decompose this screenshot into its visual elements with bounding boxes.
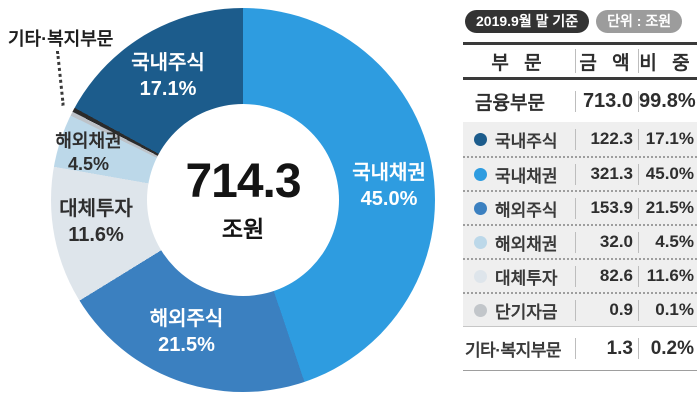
label-alt-investment: 대체투자 11.6% — [26, 196, 166, 248]
segment-name: 국내채권 — [352, 162, 426, 184]
donut-hole — [147, 104, 339, 296]
row-label: 기타·복지부문 — [465, 341, 562, 360]
series-bullet — [474, 269, 487, 283]
row-pct: 21.5% — [645, 198, 694, 217]
table-row-overseas-bond: 해외채권 32.0 4.5% — [463, 224, 697, 258]
date-badge: 2019.9월 말 기준 — [465, 10, 590, 33]
segment-name: 해외채권 — [55, 131, 122, 151]
column-divider — [638, 90, 639, 112]
column-divider — [575, 128, 576, 150]
table-row-financial-total: 금융부문 713.0 99.8% — [463, 80, 697, 122]
column-divider — [638, 338, 639, 359]
row-label: 국내채권 — [495, 166, 558, 186]
series-bullet — [474, 303, 487, 317]
row-amount: 0.9 — [609, 300, 633, 319]
callout-dotted-line — [56, 50, 65, 106]
total-unit: 조원 — [221, 216, 265, 242]
column-divider — [638, 265, 639, 287]
column-divider — [638, 163, 639, 185]
row-label: 금융부문 — [475, 92, 545, 114]
series-bullet — [474, 167, 487, 181]
row-amount: 122.3 — [590, 129, 633, 148]
column-divider — [638, 299, 639, 321]
label-other-welfare-callout: 기타·복지부문 — [8, 29, 114, 49]
row-pct: 0.2% — [650, 337, 694, 359]
row-label: 대체투자 — [495, 268, 558, 288]
row-pct: 17.1% — [645, 129, 694, 148]
column-divider — [575, 265, 576, 287]
column-divider — [575, 231, 576, 253]
row-pct: 45.0% — [645, 164, 694, 183]
row-amount: 153.9 — [590, 198, 633, 217]
row-label: 국내주식 — [495, 131, 558, 151]
table-header-row: 부 문 금 액 비 중 — [463, 42, 697, 80]
col-header-share: 비 중 — [639, 52, 695, 74]
row-pct: 11.6% — [646, 266, 694, 285]
table-row-alt-investment: 대체투자 82.6 11.6% — [463, 258, 697, 292]
table-row-domestic-bond: 국내채권 321.3 45.0% — [463, 156, 697, 190]
column-divider — [575, 90, 576, 112]
segment-name: 국내주식 — [131, 52, 205, 74]
row-label: 해외주식 — [495, 200, 558, 220]
label-domestic-bond: 국내채권 45.0% — [324, 160, 454, 212]
column-divider — [638, 128, 639, 150]
series-bullet — [474, 132, 487, 146]
asset-class-rows: 국내주식 122.3 17.1% 국내채권 321.3 45.0% 해외주식 1… — [463, 122, 697, 327]
row-pct: 4.5% — [655, 232, 694, 251]
table-row-short-term-funds: 단기자금 0.9 0.1% — [463, 292, 697, 326]
segment-name: 해외주식 — [149, 308, 224, 330]
unit-badge: 단위 : 조원 — [596, 10, 683, 33]
total-value: 714.3 — [185, 155, 301, 208]
summary-table: 2019.9월 말 기준 단위 : 조원 부 문 금 액 비 중 금융부문 71… — [463, 6, 697, 371]
row-label: 해외채권 — [495, 234, 558, 254]
label-overseas-bond: 해외채권 4.5% — [26, 130, 151, 177]
table-row-overseas-stock: 해외주식 153.9 21.5% — [463, 190, 697, 224]
segment-pct: 11.6% — [68, 224, 124, 246]
column-divider — [575, 163, 576, 185]
segment-pct: 17.1% — [139, 78, 197, 100]
label-domestic-stock: 국내주식 17.1% — [93, 50, 243, 102]
row-amount: 321.3 — [590, 164, 633, 183]
column-divider — [638, 49, 639, 73]
row-amount: 713.0 — [582, 89, 633, 112]
row-label: 단기자금 — [495, 302, 558, 322]
series-bullet — [474, 201, 487, 215]
column-divider — [575, 197, 576, 219]
column-divider — [575, 299, 576, 321]
segment-pct: 21.5% — [158, 334, 215, 356]
segment-pct: 45.0% — [360, 188, 418, 210]
column-divider — [638, 197, 639, 219]
col-header-amount: 금 액 — [579, 52, 635, 74]
column-divider — [638, 231, 639, 253]
row-pct: 99.8% — [639, 89, 696, 112]
row-amount: 82.6 — [599, 266, 633, 285]
row-amount: 32.0 — [599, 232, 633, 251]
col-header-section: 부 문 — [491, 52, 547, 74]
donut-chart: 714.3 조원 국내주식 17.1% 국내채권 45.0% 해외주식 21.5… — [8, 8, 454, 392]
column-divider — [575, 49, 576, 73]
table-row-other-welfare: 기타·복지부문 1.3 0.2% — [463, 327, 697, 371]
row-amount: 1.3 — [606, 337, 633, 359]
segment-name: 대체투자 — [59, 198, 133, 220]
column-divider — [575, 338, 576, 359]
row-pct: 0.1% — [655, 300, 694, 319]
table-row-domestic-stock: 국내주식 122.3 17.1% — [463, 122, 697, 156]
donut-center: 714.3 조원 — [143, 158, 343, 244]
series-bullet — [474, 235, 487, 249]
table-badges: 2019.9월 말 기준 단위 : 조원 — [465, 10, 697, 33]
segment-pct: 4.5% — [67, 154, 110, 175]
label-overseas-stock: 해외주식 21.5% — [114, 306, 259, 358]
